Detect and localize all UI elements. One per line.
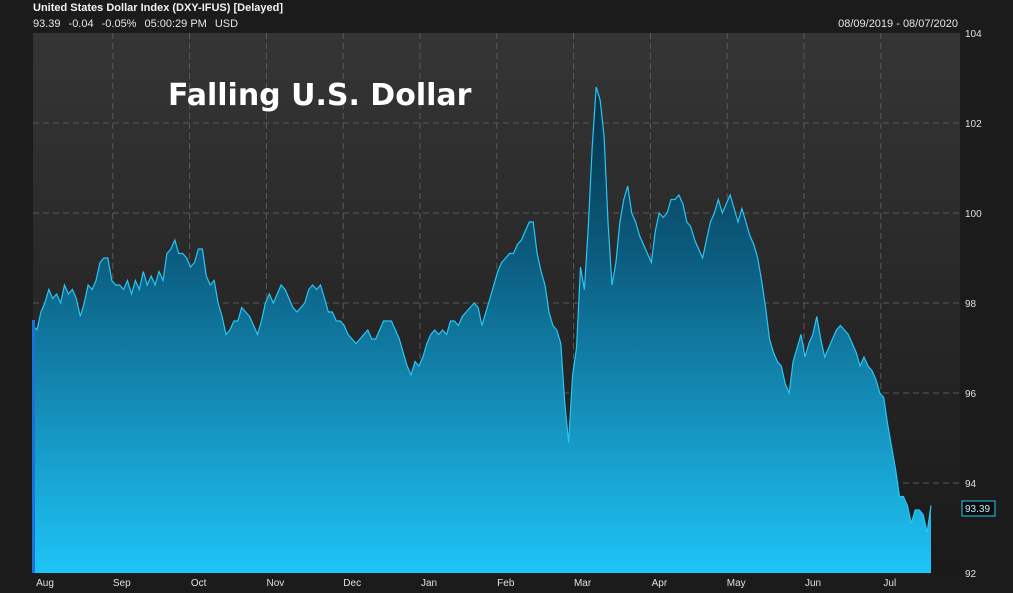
- series-area: [33, 87, 931, 573]
- x-tick-label: Jun: [805, 578, 821, 589]
- x-tick-label: Dec: [343, 578, 361, 589]
- date-range: 08/09/2019 - 08/07/2020: [838, 18, 958, 30]
- chart-annotation: Falling U.S. Dollar: [168, 78, 472, 113]
- last-value-label: 93.39: [965, 504, 990, 515]
- x-tick-label: Oct: [191, 578, 207, 589]
- y-tick-label: 104: [965, 29, 982, 40]
- y-tick-label: 96: [965, 389, 977, 400]
- x-tick-label: May: [727, 578, 746, 589]
- x-tick-label: Aug: [36, 578, 54, 589]
- currency: USD: [214, 18, 239, 30]
- x-axis: Aug Sep Oct Nov Dec Jan Feb Mar Apr May Jun Jul: [36, 578, 896, 589]
- x-tick-label: Apr: [652, 578, 668, 589]
- quote-time: 05:00:29 PM: [144, 18, 207, 30]
- left-edge-bar: [32, 320, 35, 573]
- series-line: [32, 86, 932, 533]
- last-value-box: [961, 500, 996, 517]
- last-value-marker: 93.39: [961, 500, 996, 517]
- y-tick-label: 102: [965, 119, 982, 130]
- x-tick-label: Jan: [421, 578, 437, 589]
- x-tick-label: Feb: [497, 578, 515, 589]
- quote-line: 93.39 -0.04 -0.05% 05:00:29 PM USD: [33, 18, 246, 30]
- chart-header-title: United States Dollar Index (DXY-IFUS) [D…: [33, 2, 283, 14]
- y-tick-label: 100: [965, 209, 982, 220]
- y-tick-label: 94: [965, 479, 977, 490]
- x-tick-label: Jul: [883, 578, 896, 589]
- x-tick-label: Mar: [574, 578, 592, 589]
- y-tick-label: 98: [965, 299, 977, 310]
- last-price: 93.39: [33, 18, 61, 30]
- y-axis: 92 94 96 98 100 102 104: [965, 29, 982, 580]
- price-change-percent: -0.05%: [101, 18, 137, 30]
- price-change: -0.04: [68, 18, 94, 30]
- x-tick-label: Sep: [113, 578, 131, 589]
- x-tick-label: Nov: [267, 578, 285, 589]
- y-tick-label: 92: [965, 569, 977, 580]
